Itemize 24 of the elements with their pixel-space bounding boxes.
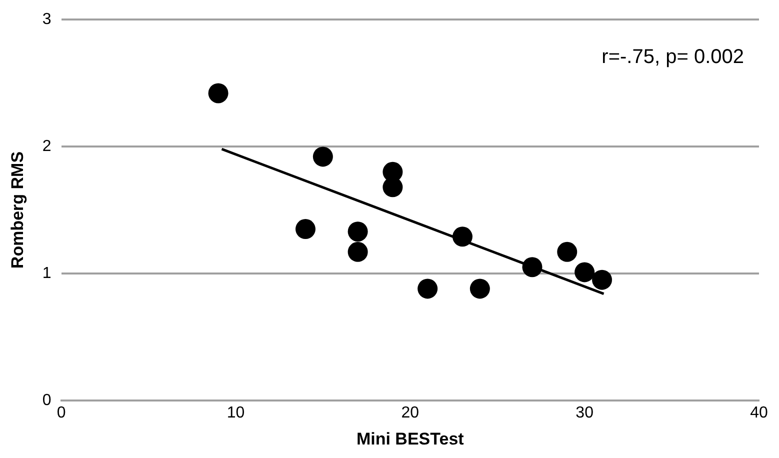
- y-tick-label: 3: [42, 11, 52, 28]
- x-tick-label: 30: [576, 404, 594, 422]
- y-tick-label: 0: [42, 392, 52, 409]
- point: [295, 219, 316, 240]
- point: [312, 146, 333, 167]
- x-axis-title: Mini BESTest: [356, 429, 464, 448]
- y-tick-label: 1: [42, 264, 52, 282]
- x-tick-label: 0: [56, 404, 66, 422]
- y-axis-title: Romberg RMS: [8, 151, 27, 269]
- point: [452, 226, 472, 247]
- y-tick-label: 2: [42, 138, 52, 155]
- annotation: r=-.75, p= 0.002: [602, 46, 744, 68]
- x-tick-label: 20: [401, 404, 420, 422]
- point: [557, 242, 578, 262]
- point: [208, 83, 228, 104]
- point: [470, 278, 490, 299]
- x-tick-label: 10: [226, 404, 245, 422]
- point: [348, 222, 368, 242]
- x-tick-label: 40: [750, 404, 768, 422]
- point: [574, 262, 595, 282]
- point: [348, 242, 368, 262]
- point: [418, 278, 438, 299]
- point: [592, 270, 612, 290]
- point: [522, 257, 542, 278]
